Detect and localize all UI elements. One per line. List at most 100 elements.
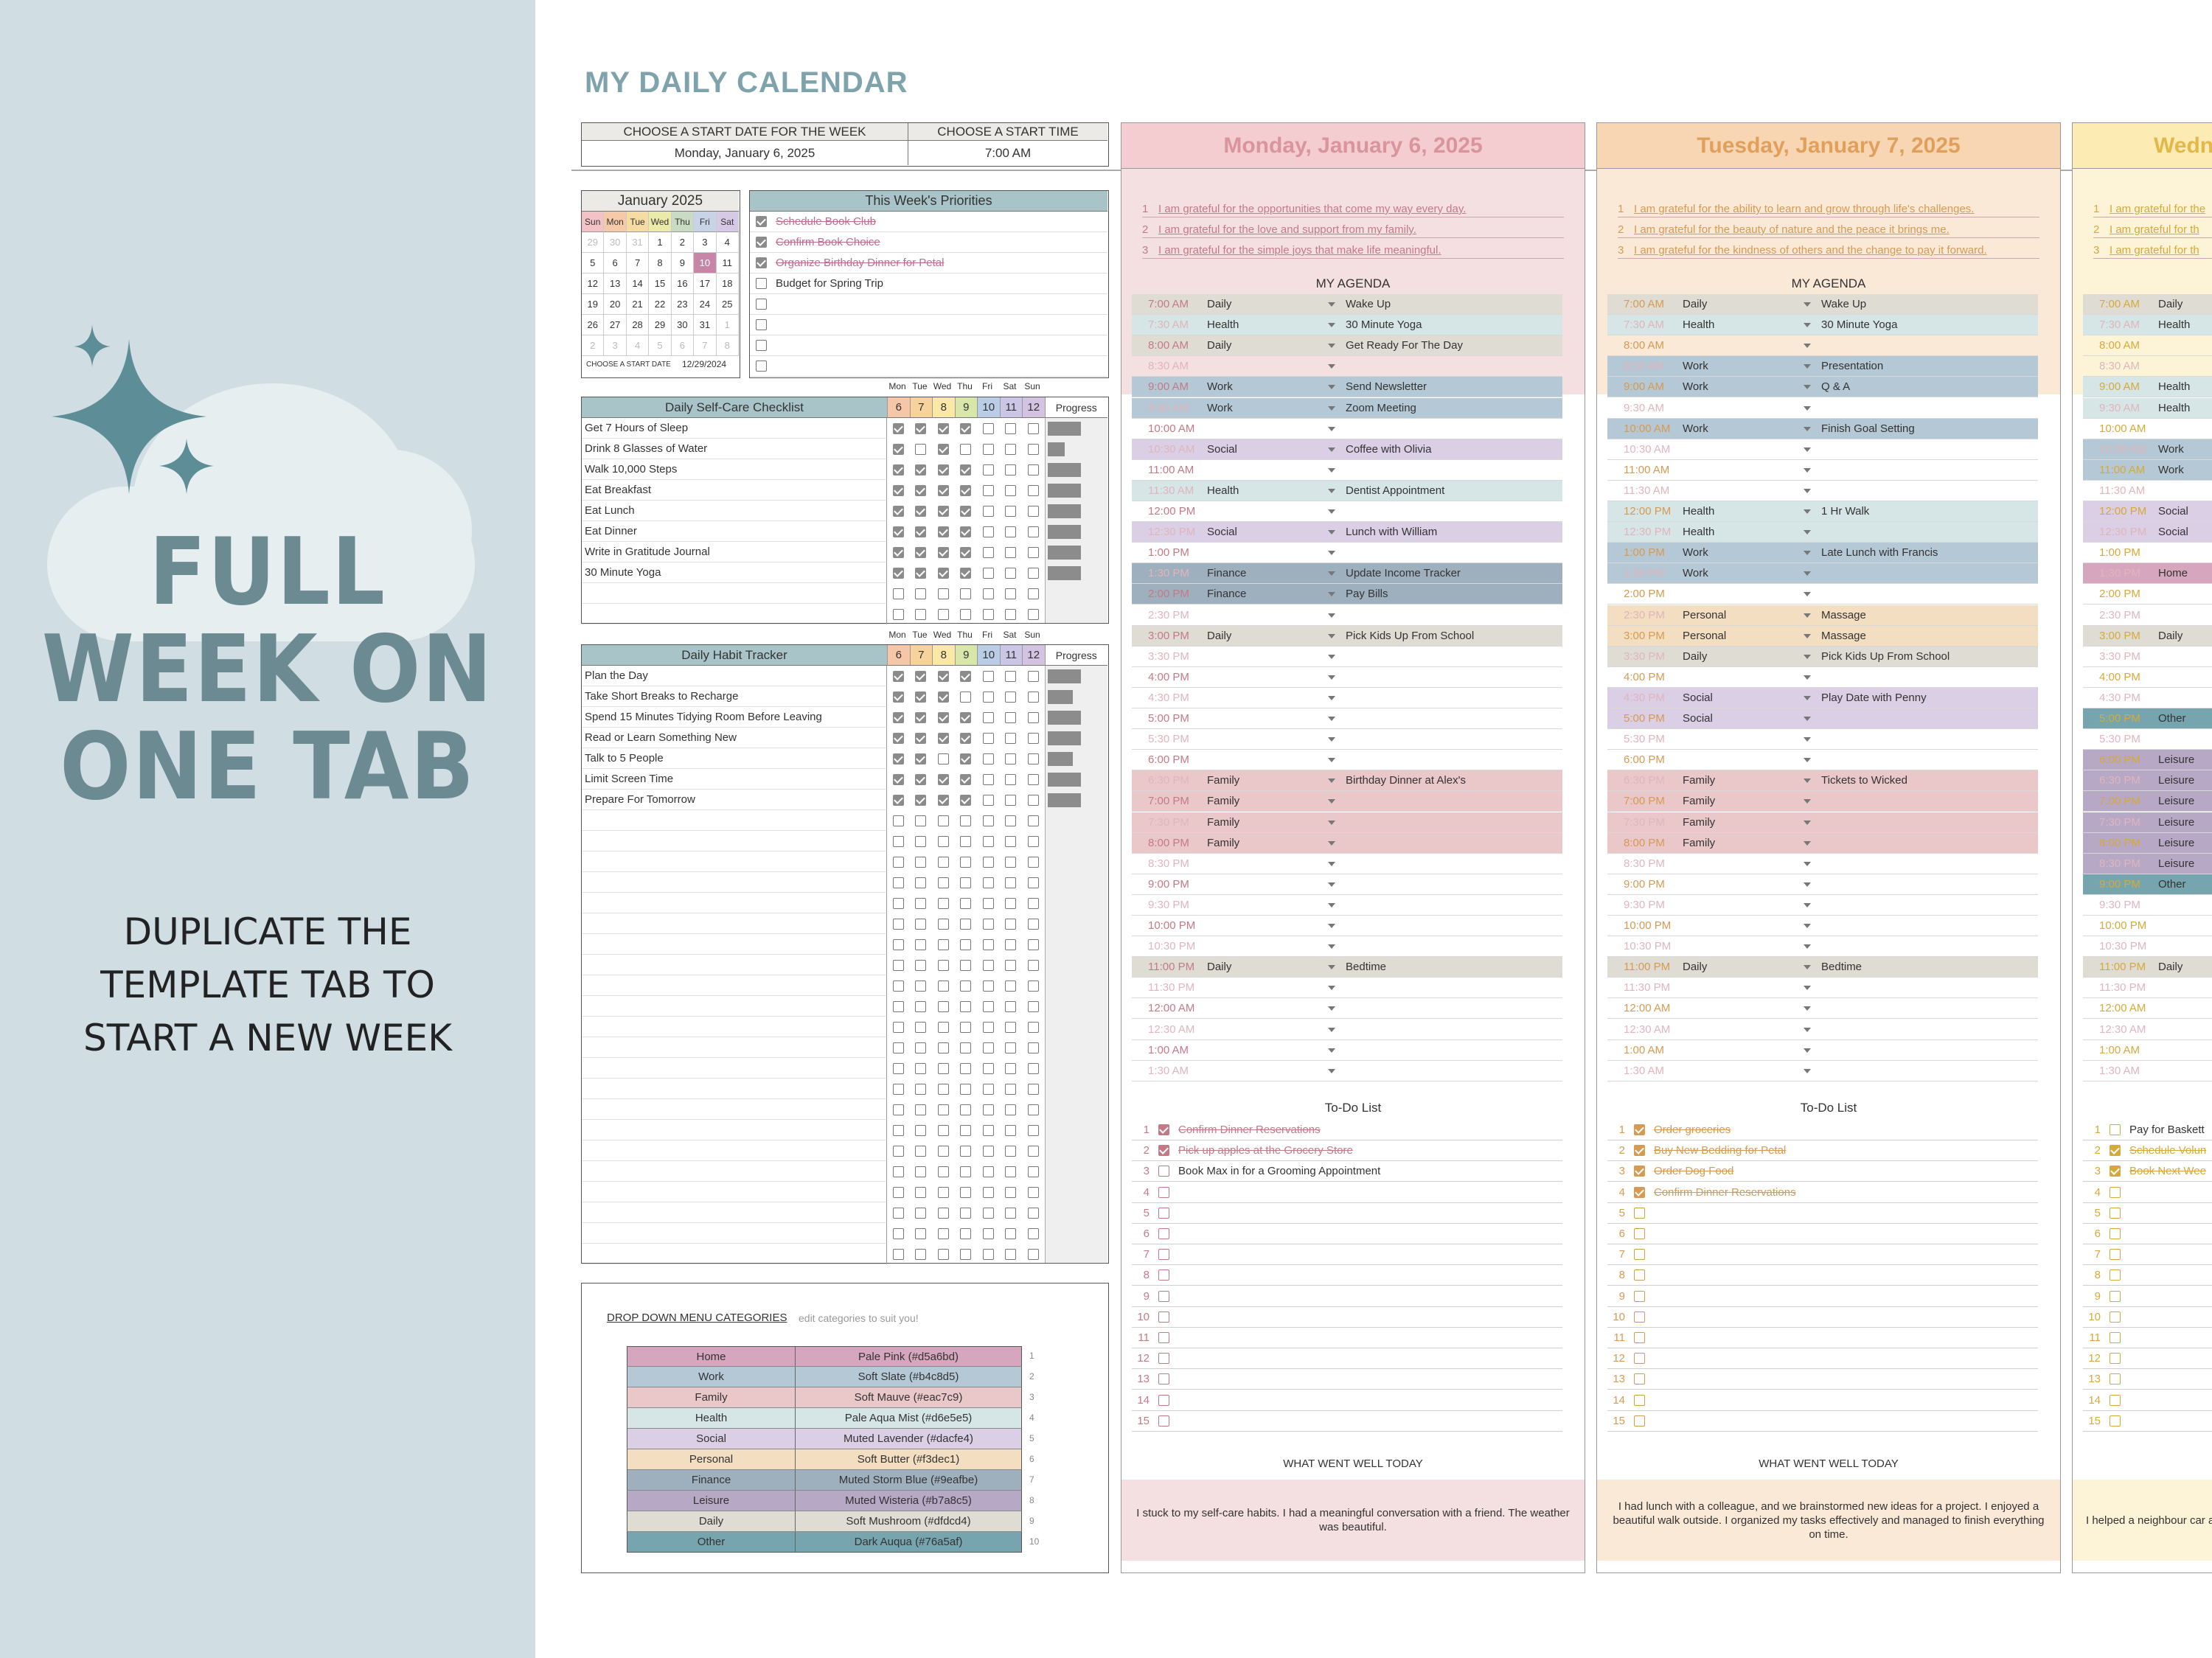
agenda-category-dropdown[interactable] (2154, 895, 2212, 915)
agenda-category-dropdown[interactable] (2154, 978, 2212, 997)
tracker-checkbox[interactable] (915, 1166, 927, 1177)
todo-checkbox[interactable] (1634, 1249, 1645, 1261)
tracker-checkbox[interactable] (1005, 815, 1017, 826)
agenda-category-dropdown[interactable] (2154, 729, 2212, 749)
priority-checkbox[interactable] (756, 216, 767, 227)
tracker-checkbox[interactable] (960, 1145, 972, 1157)
calendar-day[interactable]: 30 (671, 315, 695, 335)
tracker-checkbox[interactable] (892, 835, 904, 847)
agenda-activity[interactable]: Get Ready For The Day (1346, 339, 1463, 352)
agenda-category-dropdown[interactable]: Work (1678, 377, 1815, 397)
tracker-checkbox[interactable] (960, 526, 972, 537)
tracker-checkbox[interactable] (982, 484, 994, 496)
tracker-checkbox[interactable] (1005, 464, 1017, 476)
tracker-checkbox[interactable] (982, 897, 994, 909)
tracker-checkbox[interactable] (1005, 794, 1017, 806)
agenda-category-dropdown[interactable]: Family (1203, 791, 1340, 811)
tracker-checkbox[interactable] (1005, 1000, 1017, 1012)
tracker-checkbox[interactable] (1027, 1227, 1039, 1239)
agenda-category-dropdown[interactable]: Health (2154, 377, 2212, 397)
agenda-category-dropdown[interactable]: Work (1678, 356, 1815, 376)
calendar-day[interactable]: 22 (649, 294, 672, 315)
agenda-category-dropdown[interactable]: Daily (2154, 957, 2212, 977)
tracker-checkbox[interactable] (937, 711, 949, 723)
tracker-checkbox[interactable] (937, 608, 949, 620)
tracker-checkbox[interactable] (960, 505, 972, 517)
tracker-checkbox[interactable] (937, 1124, 949, 1136)
agenda-category-dropdown[interactable] (1678, 916, 1815, 936)
legend-category[interactable]: Other (627, 1532, 796, 1552)
tracker-checkbox[interactable] (892, 918, 904, 930)
todo-checkbox[interactable] (2110, 1249, 2121, 1261)
tracker-checkbox[interactable] (982, 1145, 994, 1157)
calendar-day[interactable]: 3 (604, 335, 627, 356)
calendar-day[interactable]: 29 (649, 315, 672, 335)
tracker-checkbox[interactable] (937, 1000, 949, 1012)
agenda-activity[interactable]: Pick Kids Up From School (1346, 629, 1475, 642)
tracker-checkbox[interactable] (1005, 856, 1017, 868)
priority-checkbox[interactable] (756, 360, 767, 372)
tracker-checkbox[interactable] (892, 422, 904, 434)
tracker-checkbox[interactable] (960, 794, 972, 806)
tracker-checkbox[interactable] (1027, 567, 1039, 579)
agenda-category-dropdown[interactable] (1203, 895, 1340, 915)
agenda-category-dropdown[interactable]: Family (1678, 833, 1815, 853)
tracker-checkbox[interactable] (915, 938, 927, 950)
todo-checkbox[interactable] (1634, 1373, 1645, 1385)
tracker-checkbox[interactable] (892, 938, 904, 950)
agenda-category-dropdown[interactable] (1203, 729, 1340, 749)
calendar-day[interactable]: 1 (649, 232, 672, 253)
tracker-checkbox[interactable] (960, 422, 972, 434)
agenda-category-dropdown[interactable]: Work (1678, 543, 1815, 562)
tracker-checkbox[interactable] (1027, 505, 1039, 517)
tracker-checkbox[interactable] (1027, 1021, 1039, 1033)
calendar-day[interactable]: 4 (626, 335, 650, 356)
tracker-checkbox[interactable] (937, 422, 949, 434)
agenda-category-dropdown[interactable]: Finance (1203, 584, 1340, 604)
tracker-checkbox[interactable] (1027, 711, 1039, 723)
todo-checkbox[interactable] (1634, 1186, 1645, 1198)
agenda-category-dropdown[interactable] (2154, 419, 2212, 439)
tracker-checkbox[interactable] (960, 1042, 972, 1053)
todo-checkbox[interactable] (1158, 1166, 1169, 1177)
agenda-category-dropdown[interactable] (2154, 1020, 2212, 1039)
todo-checkbox[interactable] (1634, 1332, 1645, 1343)
tracker-checkbox[interactable] (1027, 980, 1039, 992)
tracker-checkbox[interactable] (892, 1227, 904, 1239)
tracker-checkbox[interactable] (915, 959, 927, 971)
tracker-checkbox[interactable] (960, 1021, 972, 1033)
tracker-checkbox[interactable] (892, 1166, 904, 1177)
tracker-checkbox[interactable] (982, 773, 994, 785)
tracker-checkbox[interactable] (915, 732, 927, 744)
tracker-checkbox[interactable] (960, 670, 972, 682)
calendar-day[interactable]: 19 (582, 294, 605, 315)
tracker-checkbox[interactable] (960, 567, 972, 579)
tracker-checkbox[interactable] (982, 918, 994, 930)
tracker-checkbox[interactable] (937, 815, 949, 826)
tracker-checkbox[interactable] (1027, 1042, 1039, 1053)
tracker-checkbox[interactable] (937, 1248, 949, 1260)
start-time-select[interactable]: 7:00 AM (984, 145, 1032, 160)
tracker-checkbox[interactable] (915, 608, 927, 620)
agenda-category-dropdown[interactable]: Leisure (2154, 770, 2212, 790)
tracker-checkbox[interactable] (915, 588, 927, 599)
tracker-checkbox[interactable] (982, 711, 994, 723)
agenda-category-dropdown[interactable] (1203, 501, 1340, 521)
tracker-checkbox[interactable] (1027, 484, 1039, 496)
agenda-category-dropdown[interactable]: Daily (2154, 626, 2212, 646)
tracker-checkbox[interactable] (892, 526, 904, 537)
calendar-day[interactable]: 28 (626, 315, 650, 335)
tracker-checkbox[interactable] (892, 1145, 904, 1157)
calendar-day[interactable]: 31 (694, 315, 717, 335)
tracker-checkbox[interactable] (960, 588, 972, 599)
calendar-day[interactable]: 11 (716, 253, 739, 274)
tracker-checkbox[interactable] (937, 732, 949, 744)
tracker-checkbox[interactable] (982, 691, 994, 703)
todo-checkbox[interactable] (1158, 1373, 1169, 1385)
tracker-checkbox[interactable] (1027, 1000, 1039, 1012)
tracker-checkbox[interactable] (915, 1062, 927, 1074)
tracker-checkbox[interactable] (982, 1227, 994, 1239)
tracker-checkbox[interactable] (982, 1166, 994, 1177)
tracker-checkbox[interactable] (937, 918, 949, 930)
agenda-category-dropdown[interactable] (1203, 460, 1340, 480)
